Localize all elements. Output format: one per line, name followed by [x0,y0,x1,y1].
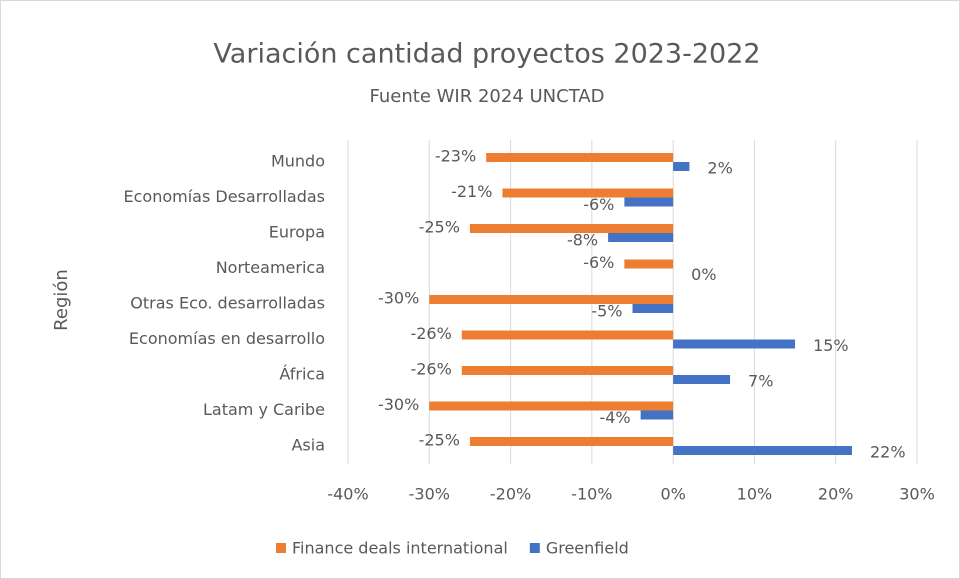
y-tick-label: Economías Desarrolladas [124,187,326,206]
data-label: -23% [435,147,476,166]
data-label: 7% [748,372,773,391]
legend-swatch [529,543,540,553]
data-label: -25% [419,431,460,450]
y-tick-label: Asia [291,436,325,455]
bar [673,162,690,171]
bar [469,224,674,233]
bar [429,295,674,304]
data-label: 2% [707,159,732,178]
x-tick-label: 10% [737,485,773,504]
bar [673,375,731,384]
legend-swatch [276,543,286,553]
data-label: -30% [378,289,419,308]
data-label: -5% [591,302,622,321]
y-tick-label: Otras Eco. desarrolladas [130,294,325,313]
bar [673,339,796,349]
x-tick-label: -40% [327,485,368,504]
bar [673,446,852,455]
data-label: -21% [451,182,492,201]
x-tick-label: -30% [409,485,450,504]
data-label: 0% [691,265,716,284]
chart-subtitle: Fuente WIR 2024 UNCTAD [370,86,605,107]
bar [624,197,674,207]
bar [486,153,674,162]
y-tick-label: Latam y Caribe [203,400,325,419]
x-tick-label: -10% [571,485,612,504]
data-label: 15% [813,336,849,355]
bar [608,233,674,242]
bar [461,330,674,340]
bar [461,366,674,375]
bar [632,304,674,313]
y-tick-label: Europa [269,223,325,242]
x-tick-label: 0% [660,485,685,504]
x-tick-label: -20% [490,485,531,504]
bar [502,188,674,198]
bar [640,410,674,420]
legend-label: Finance deals international [292,539,508,558]
data-label: -8% [567,231,598,250]
data-label: -30% [378,395,419,414]
x-tick-label: 30% [899,485,935,504]
y-tick-label: África [279,365,325,384]
y-tick-label: Economías en desarrollo [129,329,325,348]
y-axis-title: Región [51,269,72,331]
data-label: -4% [599,408,630,427]
data-label: -25% [419,218,460,237]
data-label: -6% [583,253,614,272]
y-tick-label: Norteamerica [216,258,325,277]
chart-title: Variación cantidad proyectos 2023-2022 [213,39,760,70]
x-tick-label: 20% [818,485,854,504]
data-label: -26% [410,324,451,343]
data-label: -26% [410,360,451,379]
bar [624,259,674,269]
data-label: 22% [870,443,906,462]
legend-label: Greenfield [546,539,629,558]
data-label: -6% [583,195,614,214]
y-tick-label: Mundo [271,152,325,171]
bar [469,437,674,446]
bar [429,401,674,411]
